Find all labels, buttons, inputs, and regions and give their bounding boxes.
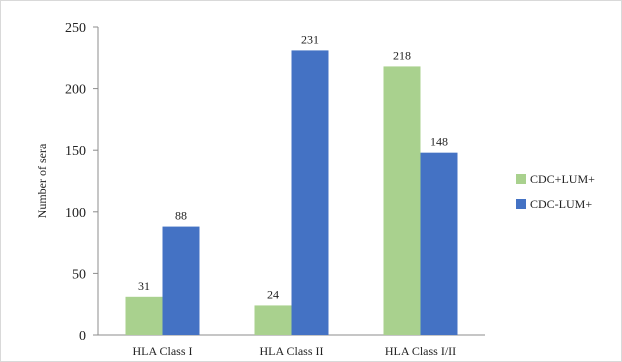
data-label: 88 [175,209,187,223]
y-tick-label: 150 [65,144,86,159]
x-axis-categories: HLA Class I HLA Class II HLA Class I/II [133,344,457,358]
y-tick-label: 50 [72,267,86,282]
x-category-label: HLA Class I [133,344,193,358]
x-category-label: HLA Class I/II [385,344,456,358]
data-label: 24 [267,287,279,301]
data-label: 231 [301,32,319,46]
legend-swatch [516,174,526,184]
y-tick-label: 250 [65,21,86,36]
bar-cdc-neg-lum-pos [420,152,458,335]
legend-label: CDC+LUM+ [530,172,595,186]
y-tick-label: 100 [65,206,86,221]
bar-cdc-neg-lum-pos [162,226,200,335]
y-tick-label: 0 [79,329,86,344]
bar-cdc-neg-lum-pos [291,50,329,336]
data-label: 31 [138,279,150,293]
x-category-label: HLA Class II [260,344,324,358]
bar-cdc-pos-lum-pos [254,305,292,335]
bars: 31 88 24 231 218 148 [125,32,458,336]
legend-label: CDC-LUM+ [530,197,592,211]
legend: CDC+LUM+ CDC-LUM+ [516,172,595,211]
y-axis-ticks: 0 50 100 150 200 250 [65,21,98,344]
legend-swatch [516,199,526,209]
y-tick-label: 200 [65,83,86,98]
data-label: 218 [393,48,411,62]
y-axis-label: Number of sera [35,143,49,218]
bar-cdc-pos-lum-pos [383,66,421,335]
data-label: 148 [430,135,448,149]
bar-cdc-pos-lum-pos [125,296,163,335]
